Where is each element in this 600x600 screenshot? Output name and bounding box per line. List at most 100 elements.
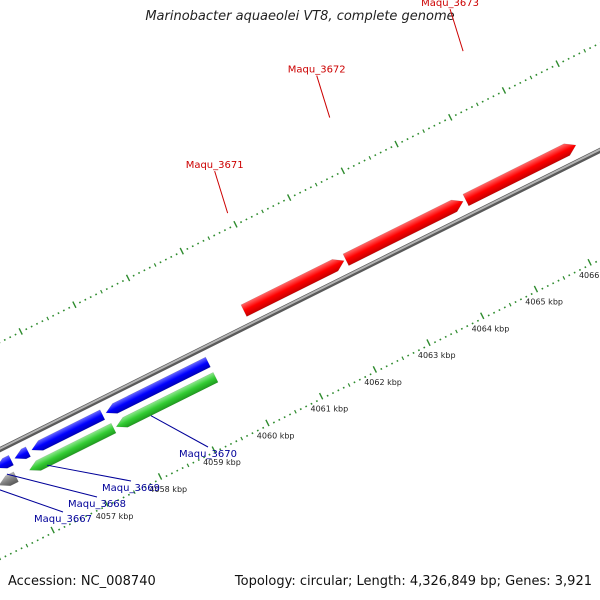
inner-major-tick <box>211 446 216 454</box>
inner-minor-tick <box>31 541 34 545</box>
inner-major-tick <box>50 526 55 534</box>
outer-minor-tick <box>245 218 248 221</box>
inner-minor-tick <box>111 501 114 504</box>
outer-minor-tick <box>143 269 146 272</box>
inner-minor-tick <box>224 445 227 448</box>
inner-minor-tick <box>514 300 517 304</box>
inner-minor-tick <box>476 319 480 322</box>
inner-minor-tick <box>364 375 367 379</box>
outer-minor-tick <box>465 108 468 111</box>
inner-major-tick <box>0 553 2 561</box>
inner-minor-tick <box>444 335 447 338</box>
outer-minor-tick <box>223 229 227 232</box>
inner-major-tick <box>372 365 378 373</box>
outer-minor-tick <box>105 287 108 291</box>
inner-minor-tick <box>423 346 426 349</box>
outer-minor-tick <box>336 172 339 176</box>
outer-minor-tick <box>352 164 355 167</box>
outer-minor-tick <box>239 221 243 224</box>
inner-minor-tick <box>573 271 576 274</box>
inner-minor-tick <box>9 552 12 555</box>
gene-forward-arrow-1 <box>342 199 464 266</box>
inner-minor-tick <box>541 287 544 290</box>
inner-minor-tick <box>138 488 141 491</box>
outer-major-tick <box>286 194 292 202</box>
outer-minor-tick <box>567 57 570 60</box>
outer-minor-tick <box>535 73 538 76</box>
inner-minor-tick <box>407 354 410 357</box>
outer-minor-tick <box>256 213 259 216</box>
inner-major-tick <box>426 339 431 347</box>
outer-major-tick <box>125 274 131 282</box>
inner-minor-tick <box>176 469 179 472</box>
outer-minor-tick <box>454 113 457 117</box>
outer-minor-tick <box>551 65 554 68</box>
inner-minor-tick <box>47 533 50 537</box>
inner-minor-tick <box>331 391 335 395</box>
outer-minor-tick <box>594 44 597 47</box>
inner-minor-tick <box>417 349 420 352</box>
outer-minor-tick <box>325 178 329 181</box>
inner-minor-tick <box>369 373 372 376</box>
gene-forward-arrow-2 <box>462 143 577 207</box>
inner-minor-tick <box>229 442 233 445</box>
inner-minor-tick <box>246 434 249 437</box>
tick-label: 4058 kbp <box>149 485 187 494</box>
gene-reverse-arrow-4 <box>105 356 211 414</box>
inner-mid-tick <box>240 436 244 441</box>
inner-minor-tick <box>342 386 345 389</box>
outer-minor-tick <box>578 52 581 55</box>
inner-mid-tick <box>186 463 190 468</box>
outer-mid-tick <box>475 102 479 107</box>
outer-minor-tick <box>68 306 71 309</box>
outer-minor-tick <box>299 191 302 194</box>
outer-minor-tick <box>363 159 366 162</box>
outer-minor-tick <box>170 255 173 258</box>
inner-minor-tick <box>101 507 104 510</box>
outer-minor-tick <box>213 234 216 237</box>
outer-minor-tick <box>218 231 221 234</box>
inner-minor-tick <box>256 429 259 432</box>
inner-minor-tick <box>299 408 302 411</box>
inner-minor-tick <box>278 418 281 421</box>
gene-label-forward: Maqu_3673 <box>421 0 479 9</box>
inner-minor-tick <box>305 405 308 408</box>
inner-minor-tick <box>20 547 23 550</box>
outer-major-tick <box>501 87 507 94</box>
outer-minor-tick <box>508 87 511 90</box>
gene-labels: Maqu_3671 Maqu_3672 Maqu_3673 Maqu_3667 Maqu… <box>0 0 479 525</box>
gene-green-arrow-1 <box>115 372 219 428</box>
outer-minor-tick <box>379 151 382 154</box>
inner-minor-tick <box>262 426 265 429</box>
outer-minor-tick <box>540 71 543 74</box>
inner-minor-tick <box>235 440 238 443</box>
outer-major-tick <box>179 247 184 255</box>
inner-tick-track <box>0 258 598 561</box>
outer-minor-tick <box>589 47 592 50</box>
inner-minor-tick <box>90 512 93 515</box>
gene-label-leader <box>449 8 464 52</box>
outer-minor-tick <box>309 186 312 189</box>
outer-minor-tick <box>427 127 431 130</box>
map-title: Marinobacter aquaeolei VT8, complete gen… <box>145 9 455 24</box>
inner-minor-tick <box>122 496 125 499</box>
inner-minor-tick <box>41 536 45 539</box>
outer-minor-tick <box>191 245 194 248</box>
inner-minor-tick <box>412 351 415 354</box>
outer-minor-tick <box>524 79 527 82</box>
inner-minor-tick <box>68 523 71 526</box>
inner-minor-tick <box>4 555 7 558</box>
inner-mid-tick <box>401 356 405 361</box>
outer-minor-tick <box>95 293 98 296</box>
outer-minor-tick <box>562 60 565 63</box>
inner-minor-tick <box>154 480 157 483</box>
tick-label: 4061 kbp <box>310 405 348 414</box>
inner-minor-tick <box>450 333 453 336</box>
inner-minor-tick <box>192 461 195 464</box>
inner-minor-tick <box>568 274 571 277</box>
outer-minor-tick <box>132 274 135 277</box>
outer-minor-tick <box>137 271 141 275</box>
outer-minor-tick <box>52 314 55 317</box>
gene-label-reverse: Maqu_3668 <box>68 499 126 510</box>
